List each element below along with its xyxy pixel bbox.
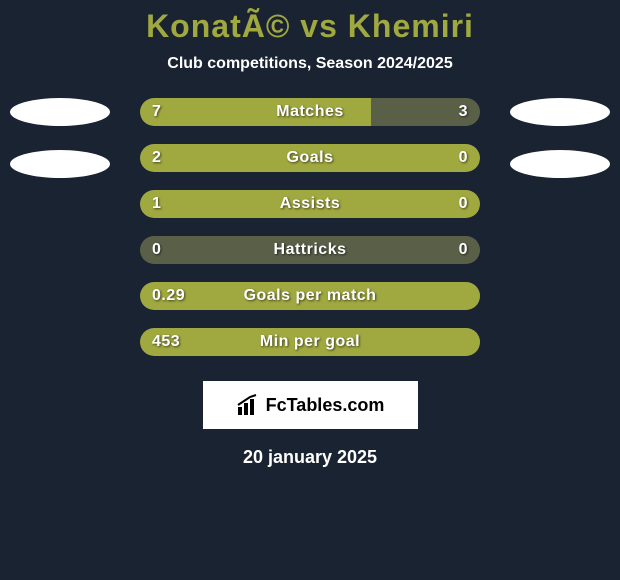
stat-value-right: 3 [459, 103, 468, 121]
stat-row: Goals 2 0 [0, 144, 620, 172]
stat-value-right: 0 [459, 149, 468, 167]
player-indicator-left [10, 150, 110, 178]
stat-label: Goals per match [244, 287, 377, 305]
stat-row: Assists 1 0 [0, 190, 620, 218]
stat-label: Hattricks [274, 241, 347, 259]
stat-value-right: 0 [459, 241, 468, 259]
stat-row: Matches 7 3 [0, 98, 620, 126]
chart-icon [236, 393, 260, 417]
stat-label: Assists [280, 195, 340, 213]
stat-value-left: 2 [152, 149, 161, 167]
bar-fill-left [140, 190, 405, 218]
stat-value-left: 7 [152, 103, 161, 121]
stat-row: Goals per match 0.29 [0, 282, 620, 310]
stat-row: Hattricks 0 0 [0, 236, 620, 264]
stat-value-left: 0 [152, 241, 161, 259]
stat-value-left: 453 [152, 333, 180, 351]
stat-rows-container: Matches73Goals20Assists10Hattricks00Goal… [0, 98, 620, 356]
bar-fill-right [405, 190, 480, 218]
date-label: 20 january 2025 [243, 447, 377, 468]
stat-value-right: 0 [459, 195, 468, 213]
stat-bar: Goals 2 0 [140, 144, 480, 172]
player-indicator-right [510, 98, 610, 126]
stat-value-left: 0.29 [152, 287, 185, 305]
stat-value-left: 1 [152, 195, 161, 213]
stat-bar: Matches 7 3 [140, 98, 480, 126]
bar-fill-right [405, 144, 480, 172]
player-indicator-left [10, 98, 110, 126]
page-title: KonatÃ© vs Khemiri [146, 8, 474, 45]
player-indicator-right [510, 150, 610, 178]
bar-fill-left [140, 144, 405, 172]
fctables-logo[interactable]: FcTables.com [203, 381, 418, 429]
logo-text: FcTables.com [266, 395, 385, 416]
stat-label: Goals [287, 149, 334, 167]
stat-label: Min per goal [260, 333, 360, 351]
stat-bar: Assists 1 0 [140, 190, 480, 218]
stat-bar: Goals per match 0.29 [140, 282, 480, 310]
stat-bar: Min per goal 453 [140, 328, 480, 356]
stat-label: Matches [276, 103, 344, 121]
stat-bar: Hattricks 0 0 [140, 236, 480, 264]
stat-row: Min per goal 453 [0, 328, 620, 356]
subtitle: Club competitions, Season 2024/2025 [167, 55, 452, 73]
